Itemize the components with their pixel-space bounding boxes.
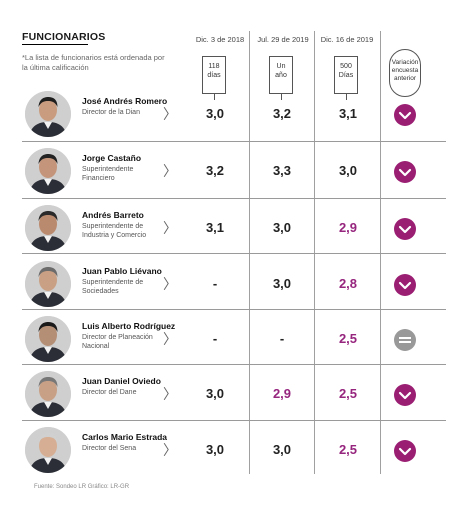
- official-photo: [25, 148, 71, 194]
- chevron-down-icon: [394, 104, 416, 126]
- chevron-right-icon: 〉: [163, 387, 177, 403]
- score-value: 3,0: [272, 220, 292, 235]
- score-value: 3,2: [205, 163, 225, 178]
- score-value: 3,0: [205, 442, 225, 457]
- official-photo: [25, 91, 71, 137]
- official-name: Luis Alberto Rodríguez: [82, 321, 176, 331]
- score-value: 3,0: [205, 106, 225, 121]
- footer-credits: Fuente: Sondeo LR Gráfico: LR-GR: [34, 484, 130, 490]
- official-photo: [25, 261, 71, 307]
- official-name: Carlos Mario Estrada: [82, 432, 168, 442]
- row-separator: [22, 198, 446, 199]
- official-role: Director del Dane: [82, 389, 137, 396]
- row-separator: [22, 309, 446, 310]
- title-underline: [22, 44, 88, 45]
- ranking-note: *La lista de funcionarios está ordenada …: [22, 53, 165, 72]
- score-value: 3,0: [338, 163, 358, 178]
- score-value: 2,9: [272, 386, 292, 401]
- row-separator: [22, 420, 446, 421]
- official-name: José Andrés Romero: [82, 96, 168, 106]
- official-photo: [25, 427, 71, 473]
- column-divider: [249, 31, 250, 474]
- official-role: Director de Planeación Nacional: [82, 334, 153, 350]
- official-name: Juan Daniel Oviedo: [82, 376, 161, 386]
- score-value: 3,1: [205, 220, 225, 235]
- column-callout-1: 118 días: [202, 56, 226, 94]
- chevron-right-icon: 〉: [163, 277, 177, 293]
- chevron-right-icon: 〉: [163, 221, 177, 237]
- score-value: -: [212, 331, 218, 346]
- column-callout-2: Un año: [269, 56, 293, 94]
- column-divider: [314, 31, 315, 474]
- score-value: -: [279, 331, 285, 346]
- score-value: 2,5: [338, 331, 358, 346]
- official-role: Superintendente Financiero: [82, 166, 134, 182]
- score-value: 3,2: [272, 106, 292, 121]
- variation-header: Variación encuesta anterior: [389, 49, 421, 97]
- official-photo: [25, 316, 71, 362]
- row-separator: [22, 253, 446, 254]
- chevron-down-icon: [394, 161, 416, 183]
- score-value: 3,0: [272, 276, 292, 291]
- official-photo: [25, 205, 71, 251]
- score-value: 2,5: [338, 442, 358, 457]
- score-value: 3,0: [205, 386, 225, 401]
- callout-pointer: [346, 93, 347, 100]
- callout-pointer: [214, 93, 215, 100]
- chevron-right-icon: 〉: [163, 443, 177, 459]
- column-date-2: Jul. 29 de 2019: [257, 35, 309, 44]
- official-name: Jorge Castaño: [82, 153, 142, 163]
- callout-pointer: [281, 93, 282, 100]
- official-photo: [25, 371, 71, 417]
- official-name: Juan Pablo Liévano: [82, 266, 162, 276]
- score-value: -: [212, 276, 218, 291]
- official-name: Andrés Barreto: [82, 210, 144, 220]
- chevron-down-icon: [394, 274, 416, 296]
- score-value: 2,9: [338, 220, 358, 235]
- score-value: 2,8: [338, 276, 358, 291]
- column-date-1: Dic. 3 de 2018: [195, 35, 245, 44]
- score-value: 3,3: [272, 163, 292, 178]
- chevron-down-icon: [394, 384, 416, 406]
- chevron-right-icon: 〉: [163, 107, 177, 123]
- equal-icon: [394, 329, 416, 351]
- official-role: Superintendente de Sociedades: [82, 279, 144, 295]
- chevron-right-icon: 〉: [163, 164, 177, 180]
- chevron-down-icon: [394, 218, 416, 240]
- chevron-down-icon: [394, 440, 416, 462]
- score-value: 2,5: [338, 386, 358, 401]
- column-divider: [380, 31, 381, 474]
- chevron-right-icon: 〉: [163, 332, 177, 348]
- page-title: FUNCIONARIOS: [22, 31, 106, 43]
- score-value: 3,0: [272, 442, 292, 457]
- row-separator: [22, 141, 446, 142]
- official-role: Director del Sena: [82, 445, 137, 452]
- official-role: Superintendente de Industria y Comercio: [82, 223, 147, 239]
- row-separator: [22, 364, 446, 365]
- column-callout-3: 500 Días: [334, 56, 358, 94]
- score-value: 3,1: [338, 106, 358, 121]
- official-role: Director de la Dian: [82, 109, 140, 116]
- column-date-3: Dic. 16 de 2019: [320, 35, 374, 44]
